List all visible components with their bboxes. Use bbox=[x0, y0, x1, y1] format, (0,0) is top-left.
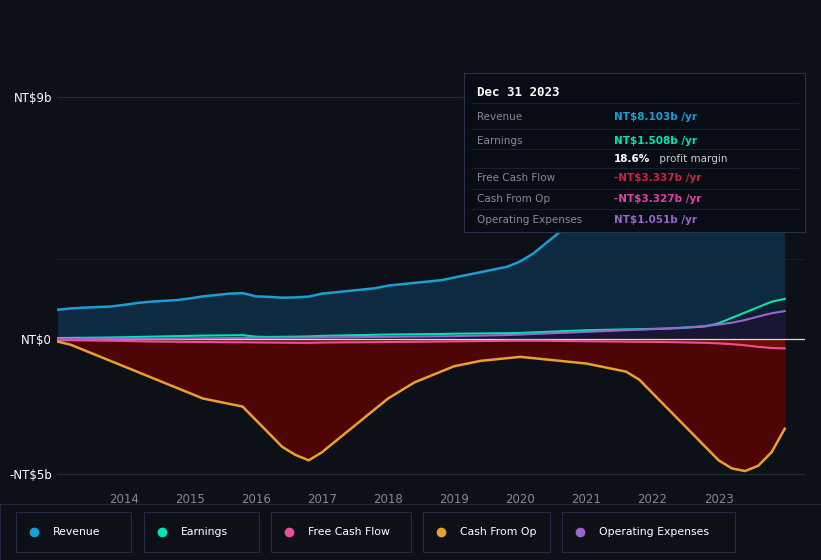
Text: NT$8.103b /yr: NT$8.103b /yr bbox=[614, 113, 697, 123]
Text: Revenue: Revenue bbox=[53, 527, 101, 537]
Text: NT$1.051b /yr: NT$1.051b /yr bbox=[614, 214, 697, 225]
Text: Dec 31 2023: Dec 31 2023 bbox=[478, 86, 560, 99]
Text: Cash From Op: Cash From Op bbox=[478, 194, 551, 204]
Text: -NT$3.337b /yr: -NT$3.337b /yr bbox=[614, 173, 701, 183]
Text: 18.6%: 18.6% bbox=[614, 154, 650, 164]
Text: Revenue: Revenue bbox=[478, 113, 523, 123]
Text: -NT$3.327b /yr: -NT$3.327b /yr bbox=[614, 194, 701, 204]
Text: Operating Expenses: Operating Expenses bbox=[478, 214, 583, 225]
Text: Free Cash Flow: Free Cash Flow bbox=[308, 527, 390, 537]
Text: Earnings: Earnings bbox=[478, 136, 523, 146]
Text: NT$1.508b /yr: NT$1.508b /yr bbox=[614, 136, 697, 146]
Text: profit margin: profit margin bbox=[656, 154, 728, 164]
Text: Operating Expenses: Operating Expenses bbox=[599, 527, 709, 537]
Text: Free Cash Flow: Free Cash Flow bbox=[478, 173, 556, 183]
Text: Earnings: Earnings bbox=[181, 527, 227, 537]
Text: Cash From Op: Cash From Op bbox=[460, 527, 536, 537]
